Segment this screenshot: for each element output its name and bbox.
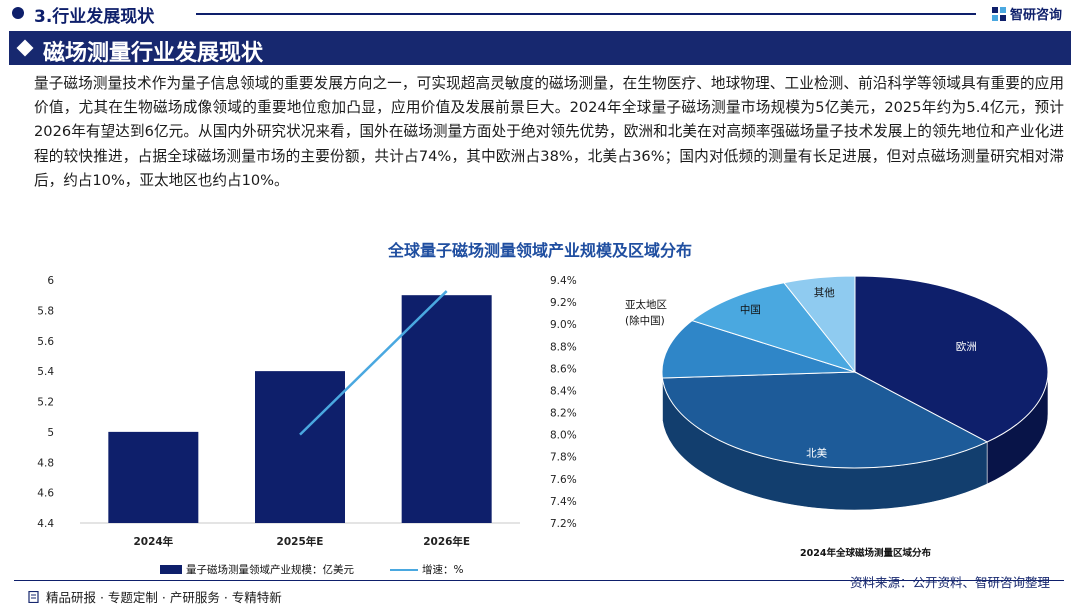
section-title: 3.行业发展现状	[34, 7, 155, 27]
y-right-tick-label: 9.0%	[550, 319, 577, 331]
pie-label: 北美	[806, 446, 827, 459]
y-right-tick-label: 8.6%	[550, 363, 577, 375]
y-right-tick-label: 7.2%	[550, 518, 577, 530]
logo-icon	[992, 6, 1006, 21]
logo: 智研咨询	[992, 4, 1062, 23]
y-right-tick-label: 8.4%	[550, 385, 577, 397]
document-icon	[28, 590, 39, 603]
legend-bar-swatch	[160, 565, 182, 574]
y-right-tick-label: 8.0%	[550, 430, 577, 442]
pie-caption: 2024年全球磁场测量区域分布	[800, 548, 931, 559]
growth-line	[299, 290, 448, 436]
diamond-icon	[16, 39, 34, 57]
chart-legend: 量子磁场测量领域产业规模：亿美元 增速：%	[160, 562, 463, 577]
pie-label: 亚太地区(除中国)	[625, 298, 667, 327]
divider	[196, 13, 976, 15]
pie-label: 中国	[740, 303, 761, 316]
pie-slice	[661, 320, 856, 379]
pie-label: 其他	[814, 286, 835, 299]
pie-label: 欧洲	[956, 341, 977, 353]
y-right-tick-label: 7.6%	[550, 474, 577, 486]
legend-bar-label: 量子磁场测量领域产业规模：亿美元	[186, 564, 354, 576]
y-left-tick-label: 4.6	[37, 488, 54, 500]
bar	[108, 431, 199, 523]
y-left-tick-label: 5.4	[37, 366, 54, 378]
page-title: 磁场测量行业发展现状	[43, 41, 264, 66]
y-left-tick-label: 5.2	[37, 397, 54, 409]
y-left-tick-label: 5.8	[37, 305, 54, 317]
figure-title: 全球量子磁场测量领域产业规模及区域分布	[387, 241, 692, 260]
bullet-dot-icon	[12, 7, 24, 19]
y-right-tick-label: 7.4%	[550, 496, 577, 508]
banner: 磁场测量行业发展现状	[9, 31, 1071, 66]
y-left-tick-label: 5	[47, 427, 54, 439]
y-right-tick-label: 8.8%	[550, 341, 577, 353]
y-left-tick-label: 6	[47, 275, 54, 287]
pie-slice	[783, 275, 856, 374]
bar-line-chart: 4.4 4.6 4.8 5 5.2 5.4 5.6 5.8 6 7.2% 7.4% 7.6% 7.8% 8…	[37, 275, 577, 548]
pie-slice	[854, 275, 1049, 443]
y-right-tick-label: 8.2%	[550, 408, 577, 420]
source-note: 资料来源：公开资料、智研咨询整理	[849, 575, 1050, 590]
footer-tagline: 精品研报 · 专题定制 · 产研服务 · 专精特新	[28, 587, 282, 606]
x-tick-label: 2025年E	[277, 535, 324, 548]
intro-paragraph: 量子磁场测量技术作为量子信息领域的重要发展方向之一，可实现超高灵敏度的磁场测量，…	[34, 75, 1064, 189]
top-bar: 3.行业发展现状 智研咨询	[0, 0, 1080, 28]
bar	[255, 371, 345, 523]
y-right-tick-label: 9.2%	[550, 297, 577, 309]
pie-slice	[690, 282, 857, 373]
y-right-tick-label: 7.8%	[550, 452, 577, 464]
pie-slice	[661, 371, 989, 469]
bar	[401, 295, 492, 523]
y-left-tick-label: 4.8	[37, 457, 54, 469]
y-left-tick-label: 4.4	[37, 518, 54, 530]
x-tick-label: 2026年E	[423, 535, 470, 548]
y-right-tick-label: 9.4%	[550, 275, 577, 287]
x-tick-label: 2024年	[133, 535, 173, 548]
logo-text: 智研咨询	[1010, 8, 1063, 23]
footer-divider	[14, 580, 1064, 581]
legend-line-label: 增速：%	[422, 564, 464, 576]
legend-line-swatch	[390, 568, 418, 571]
footer-left-text: 精品研报 · 专题定制 · 产研服务 · 专精特新	[46, 590, 282, 605]
y-left-tick-label: 5.6	[37, 336, 54, 348]
